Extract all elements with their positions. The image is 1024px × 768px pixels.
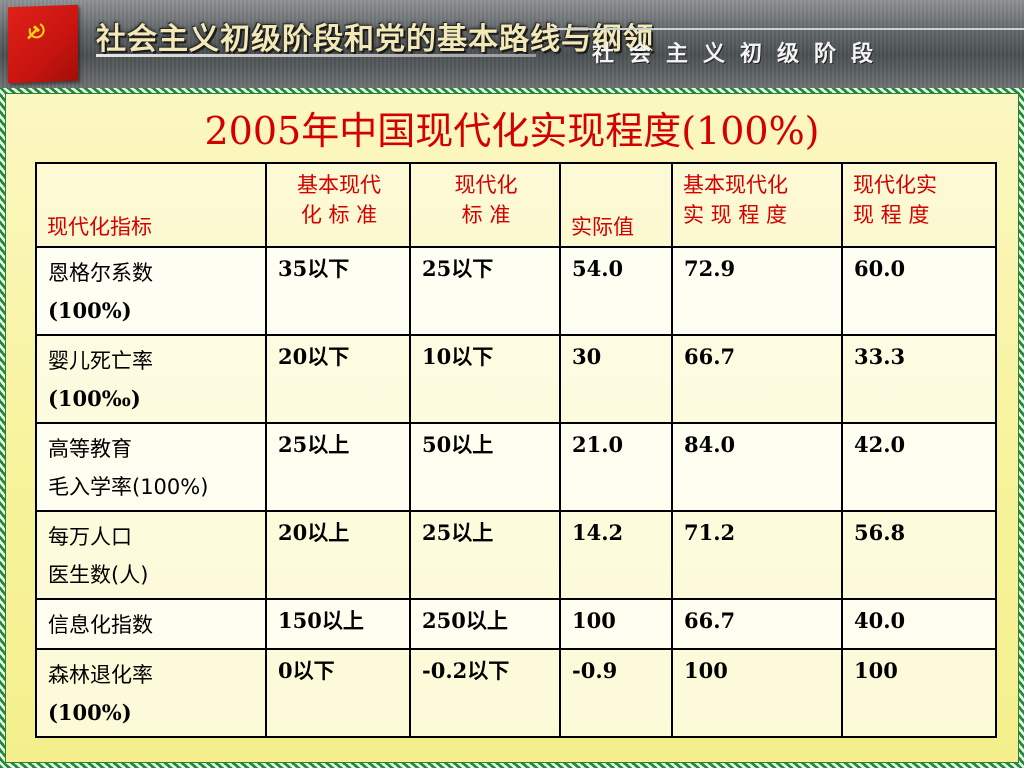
subtitle-rule	[548, 28, 1024, 30]
table-row: 高等教育 毛入学率(100%) 25以上 50以上 21.0 84.0 42.0	[35, 422, 997, 512]
header-indicator: 现代化指标	[35, 162, 267, 248]
modern-degree-cell: 60.0	[841, 246, 997, 336]
modern-standard-cell: 250以上	[409, 598, 561, 650]
header-texture	[0, 0, 1024, 88]
table-row: 森林退化率 (100%) 0以下 -0.2以下 -0.9 100 100	[35, 648, 997, 738]
header-basic-standard: 基本现代 化 标 准	[265, 162, 411, 248]
actual-value-cell: 54.0	[559, 246, 673, 336]
modern-degree-cell: 33.3	[841, 334, 997, 424]
basic-degree-cell: 66.7	[671, 334, 843, 424]
basic-standard-cell: 35以下	[265, 246, 411, 336]
hammer-sickle-icon	[27, 23, 45, 40]
basic-degree-cell: 71.2	[671, 510, 843, 600]
basic-standard-cell: 0以下	[265, 648, 411, 738]
basic-degree-cell: 72.9	[671, 246, 843, 336]
modern-standard-cell: 25以下	[409, 246, 561, 336]
slide-content: 2005年中国现代化实现程度(100%) 现代化指标 基本现代 化 标 准	[0, 88, 1024, 768]
table-row: 恩格尔系数 (100%) 35以下 25以下 54.0 72.9 60.0	[35, 246, 997, 336]
indicator-cell: 每万人口 医生数(人)	[35, 510, 267, 600]
modern-standard-cell: 50以上	[409, 422, 561, 512]
main-title: 社会主义初级阶段和党的基本路线与纲领	[96, 22, 654, 57]
indicator-cell: 森林退化率 (100%)	[35, 648, 267, 738]
actual-value-cell: -0.9	[559, 648, 673, 738]
basic-standard-cell: 150以上	[265, 598, 411, 650]
table-row: 信息化指数 150以上 250以上 100 66.7 40.0	[35, 598, 997, 650]
header-banner: 社会主义初级阶段和党的基本路线与纲领 社会主义初级阶段	[0, 0, 1024, 88]
slide-frame-inner	[5, 93, 1019, 763]
table-row: 婴儿死亡率 (100‰) 20以下 10以下 30 66.7 33.3	[35, 334, 997, 424]
indicator-cell: 信息化指数	[35, 598, 267, 650]
indicator-cell: 婴儿死亡率 (100‰)	[35, 334, 267, 424]
header-modern-degree: 现代化实 现 程 度	[841, 162, 997, 248]
table-container: 现代化指标 基本现代 化 标 准 现代化 标 准 实际值 基本现代化	[35, 162, 997, 738]
table-row: 每万人口 医生数(人) 20以上 25以上 14.2 71.2 56.8	[35, 510, 997, 600]
modern-standard-cell: 25以上	[409, 510, 561, 600]
indicator-cell: 恩格尔系数 (100%)	[35, 246, 267, 336]
header-basic-degree: 基本现代化 实 现 程 度	[671, 162, 843, 248]
modern-degree-cell: 56.8	[841, 510, 997, 600]
actual-value-cell: 14.2	[559, 510, 673, 600]
basic-degree-cell: 84.0	[671, 422, 843, 512]
basic-degree-cell: 100	[671, 648, 843, 738]
table-header-row: 现代化指标 基本现代 化 标 准 现代化 标 准 实际值 基本现代化	[35, 162, 997, 248]
basic-standard-cell: 20以上	[265, 510, 411, 600]
party-flag-icon	[8, 4, 78, 84]
actual-value-cell: 30	[559, 334, 673, 424]
actual-value-cell: 21.0	[559, 422, 673, 512]
modern-standard-cell: -0.2以下	[409, 648, 561, 738]
basic-standard-cell: 20以下	[265, 334, 411, 424]
modern-degree-cell: 42.0	[841, 422, 997, 512]
title-underline	[96, 54, 536, 57]
basic-standard-cell: 25以上	[265, 422, 411, 512]
subtitle: 社会主义初级阶段	[592, 42, 889, 67]
modern-standard-cell: 10以下	[409, 334, 561, 424]
indicator-cell: 高等教育 毛入学率(100%)	[35, 422, 267, 512]
actual-value-cell: 100	[559, 598, 673, 650]
header-actual-value: 实际值	[559, 162, 673, 248]
slide-title: 2005年中国现代化实现程度(100%)	[204, 109, 820, 153]
header-modern-standard: 现代化 标 准	[409, 162, 561, 248]
modernization-table: 现代化指标 基本现代 化 标 准 现代化 标 准 实际值 基本现代化	[35, 162, 997, 738]
modern-degree-cell: 100	[841, 648, 997, 738]
basic-degree-cell: 66.7	[671, 598, 843, 650]
modern-degree-cell: 40.0	[841, 598, 997, 650]
